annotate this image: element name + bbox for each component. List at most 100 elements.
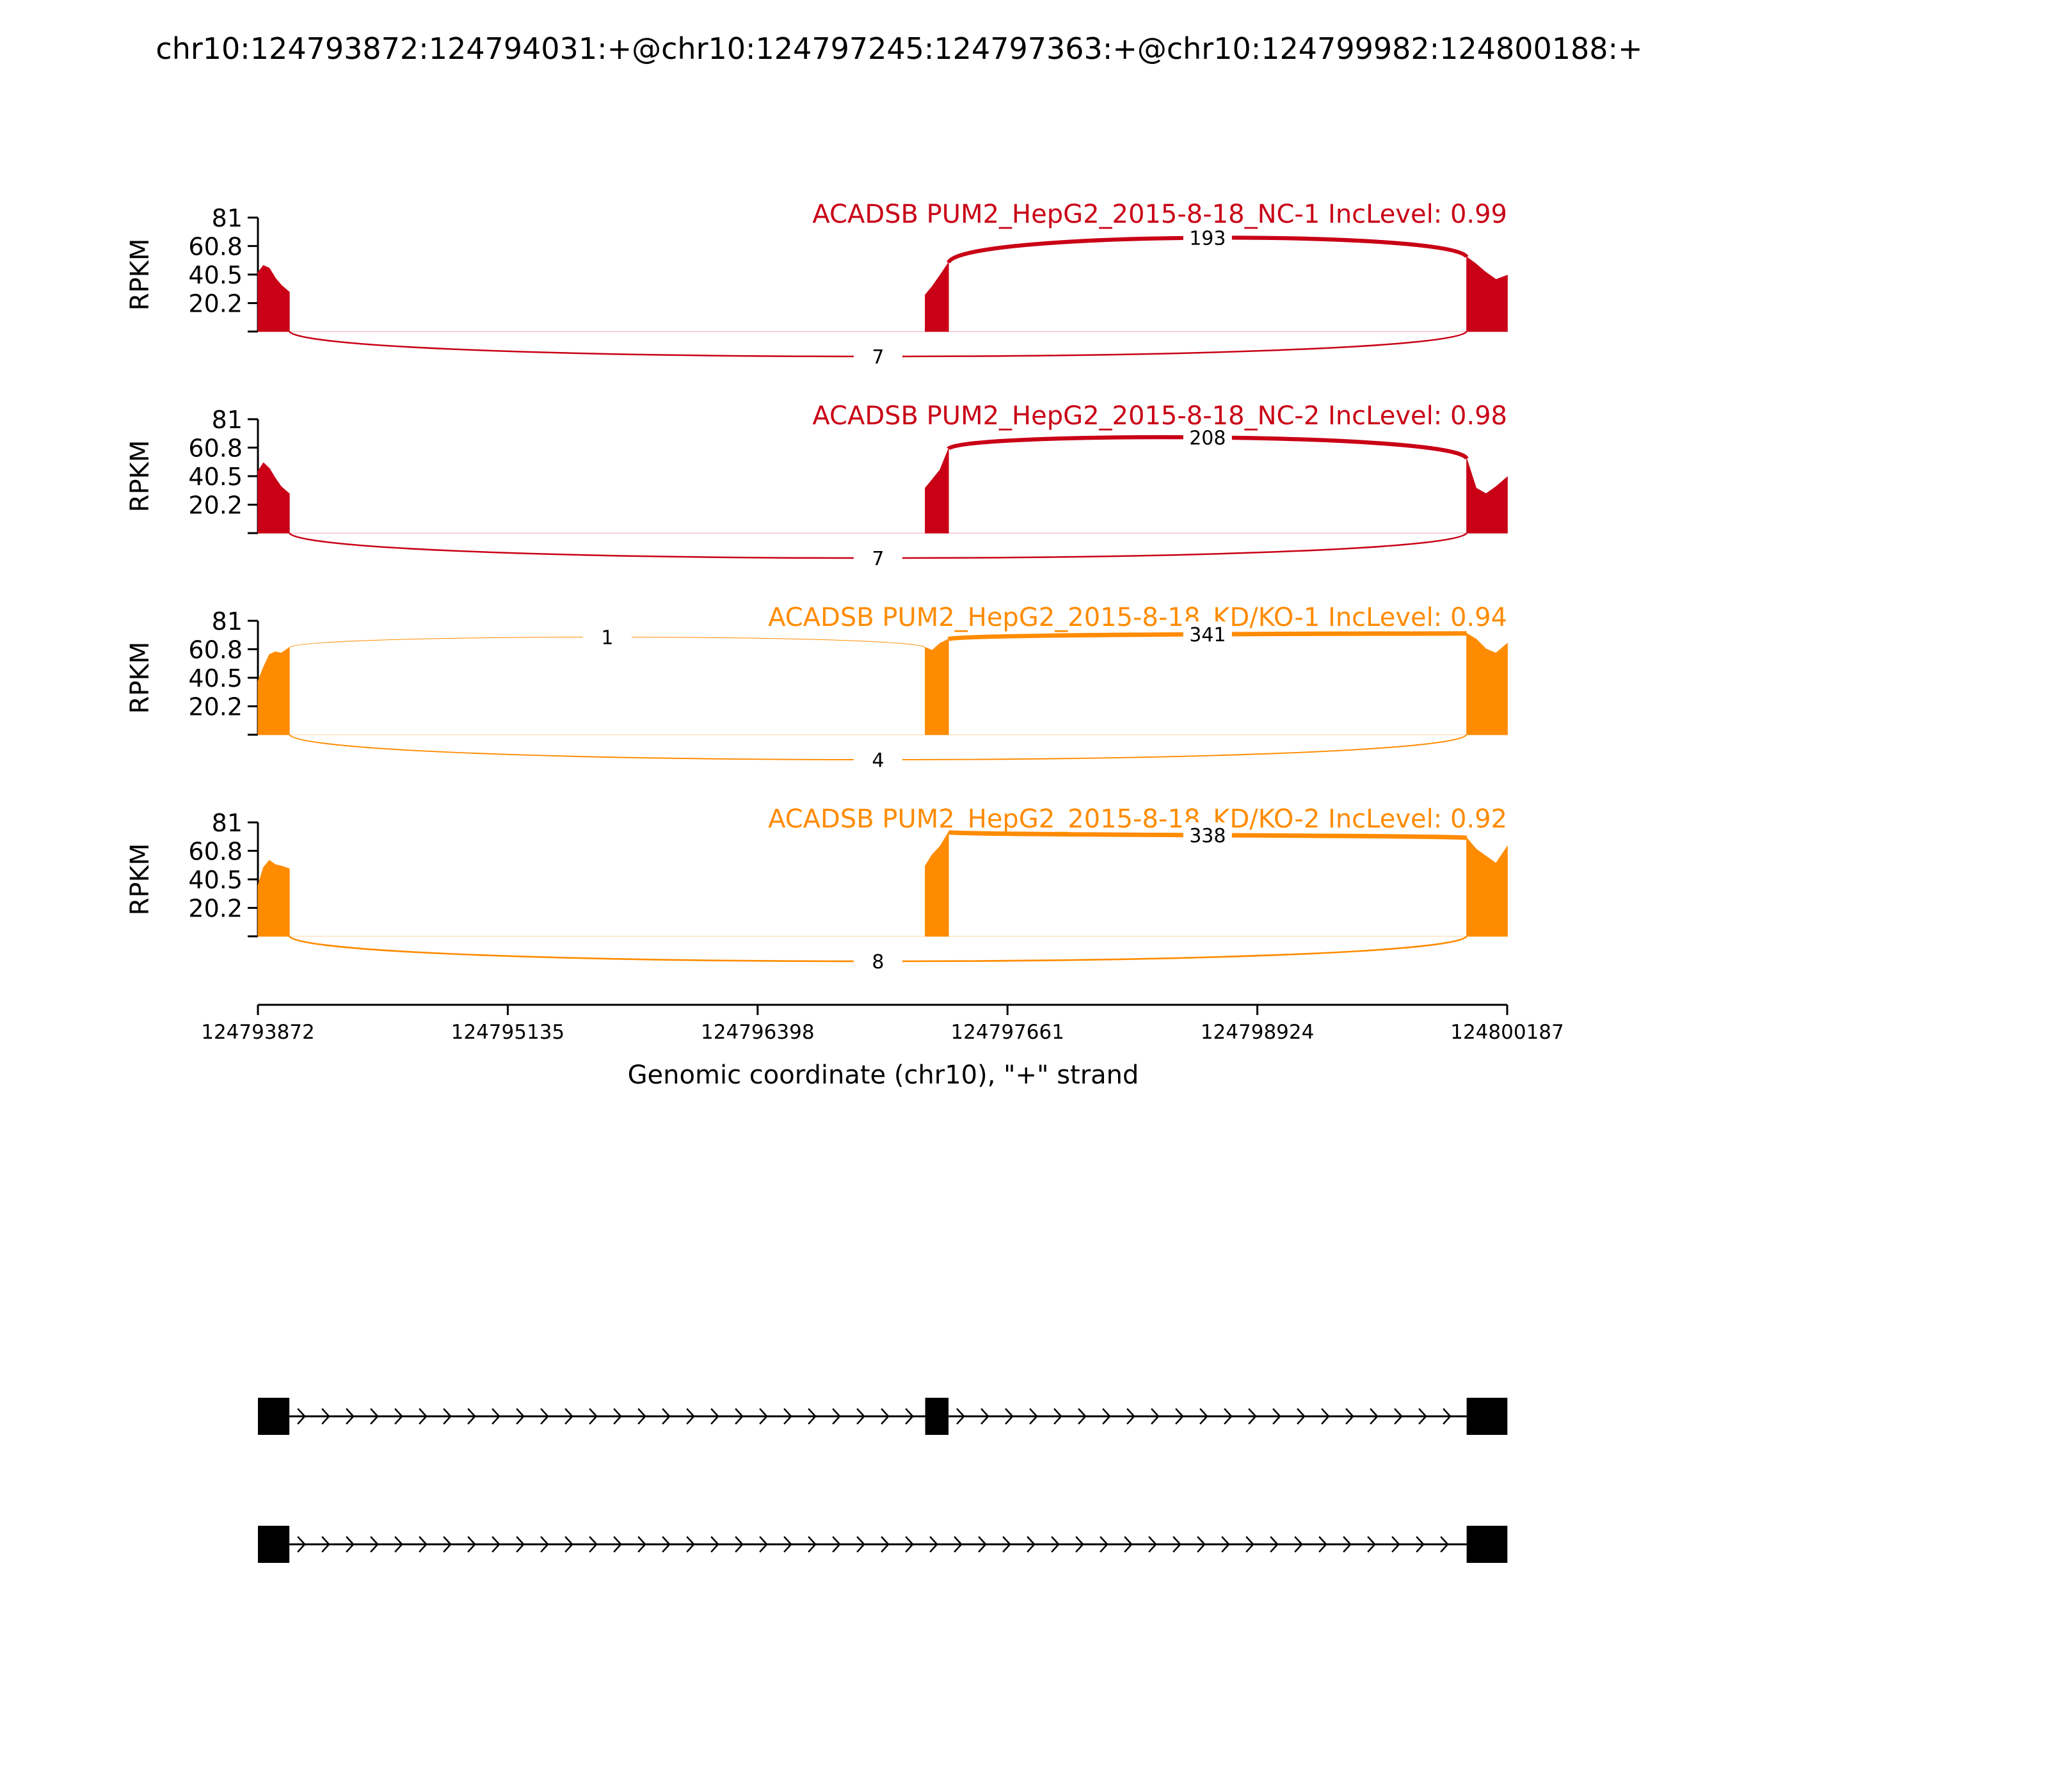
- panel-3: 20.240.560.881 RPKM ACADSB PUM2_HepG2_2015…: [125, 603, 1508, 772]
- chart-title: chr10:124793872:124794031:+@chr10:124797…: [156, 31, 1642, 66]
- x-tick-label: 124793872: [201, 1021, 315, 1044]
- junction-count: 208: [1189, 427, 1226, 449]
- strand-arrow-icon: [419, 1408, 428, 1425]
- strand-arrow-icon: [297, 1408, 306, 1425]
- strand-arrow-icon: [1343, 1536, 1352, 1553]
- strand-arrow-icon: [637, 1408, 646, 1425]
- strand-arrow-icon: [346, 1536, 355, 1553]
- strand-arrow-icon: [589, 1536, 598, 1553]
- y-tick-label: 81: [212, 809, 243, 837]
- junction-label-bg: [582, 624, 632, 649]
- strand-arrow-icon: [686, 1536, 695, 1553]
- strand-arrow-icon: [1197, 1536, 1206, 1553]
- strand-arrow-icon: [492, 1408, 500, 1425]
- junction-count: 7: [872, 548, 884, 570]
- panel-1: 20.240.560.881 RPKM ACADSB PUM2_HepG2_2015…: [125, 200, 1508, 369]
- exon-block: [258, 1526, 290, 1563]
- strand-arrow-icon: [467, 1536, 476, 1553]
- strand-arrow-icon: [394, 1408, 403, 1425]
- junction-count: 193: [1189, 227, 1226, 250]
- strand-arrow-icon: [1440, 1536, 1449, 1553]
- strand-arrow-icon: [881, 1408, 890, 1425]
- strand-arrow-icon: [759, 1408, 768, 1425]
- strand-arrow-icon: [443, 1408, 452, 1425]
- x-axis: 124793872 124795135 124796398 124797661 1247…: [201, 1004, 1564, 1044]
- series-label: ACADSB PUM2_HepG2_2015-8-18_KD/KO-1 IncL…: [768, 603, 1507, 632]
- strand-arrow-icon: [321, 1536, 330, 1553]
- strand-arrow-icon: [832, 1408, 841, 1425]
- junction-label-bg: [853, 948, 902, 973]
- strand-arrow-icon: [832, 1536, 841, 1553]
- coverage-area: [257, 860, 290, 937]
- junction-count: 4: [872, 749, 884, 772]
- strand-arrow-icon: [516, 1408, 525, 1425]
- strand-arrow-icon: [1321, 1408, 1330, 1425]
- strand-arrow-icon: [1005, 1408, 1014, 1425]
- strand-arrow-icon: [735, 1536, 744, 1553]
- y-axis-label: RPKM: [125, 239, 155, 311]
- strand-arrow-icon: [856, 1408, 865, 1425]
- strand-arrow-icon: [1416, 1536, 1425, 1553]
- strand-arrow-icon: [540, 1536, 549, 1553]
- strand-arrow-icon: [710, 1536, 719, 1553]
- strand-arrow-icon: [1297, 1408, 1306, 1425]
- panel-2: 20.240.560.881 RPKM ACADSB PUM2_HepG2_2015…: [125, 401, 1508, 570]
- junction-label-bg: [1183, 621, 1232, 646]
- strand-arrow-icon: [1053, 1408, 1062, 1425]
- y-tick-label: 60.8: [188, 434, 243, 462]
- strand-arrow-icon: [321, 1408, 330, 1425]
- strand-arrow-icon: [662, 1408, 671, 1425]
- strand-arrow-icon: [1002, 1536, 1011, 1553]
- y-axis-label: RPKM: [125, 844, 155, 916]
- y-tick-label: 40.5: [188, 664, 243, 692]
- exon-block: [1466, 1526, 1508, 1563]
- junction-label-bg: [853, 545, 902, 570]
- coverage-area: [1466, 458, 1508, 534]
- y-tick-label: 40.5: [188, 261, 243, 289]
- strand-arrow-icon: [1051, 1536, 1060, 1553]
- junction-count: 338: [1189, 825, 1226, 847]
- strand-arrow-icon: [1027, 1536, 1036, 1553]
- y-tick-label: 81: [212, 607, 243, 636]
- strand-arrow-icon: [905, 1408, 914, 1425]
- y-tick-label: 60.8: [188, 232, 243, 260]
- coverage-area: [257, 462, 290, 534]
- junction-label-bg: [1183, 225, 1232, 250]
- exon-block: [925, 1398, 949, 1435]
- strand-arrow-icon: [1370, 1408, 1379, 1425]
- y-tick-label: 40.5: [188, 463, 243, 491]
- strand-arrow-icon: [443, 1536, 452, 1553]
- strand-arrow-icon: [1175, 1408, 1184, 1425]
- strand-arrow-icon: [856, 1536, 865, 1553]
- series-label: ACADSB PUM2_HepG2_2015-8-18_NC-2 IncLeve…: [812, 401, 1507, 431]
- series-label: ACADSB PUM2_HepG2_2015-8-18_KD/KO-2 IncL…: [768, 804, 1507, 834]
- coverage-area: [257, 646, 290, 735]
- strand-arrow-icon: [783, 1408, 792, 1425]
- strand-arrow-icon: [1102, 1408, 1111, 1425]
- junction-label-bg: [853, 344, 902, 368]
- strand-arrow-icon: [956, 1408, 965, 1425]
- strand-arrow-icon: [613, 1536, 622, 1553]
- coverage-area: [925, 261, 949, 332]
- y-tick-label: 20.2: [188, 895, 243, 923]
- strand-arrow-icon: [1248, 1408, 1257, 1425]
- x-axis-label: Genomic coordinate (chr10), "+" strand: [628, 1060, 1139, 1090]
- strand-arrow-icon: [492, 1536, 500, 1553]
- strand-arrow-icon: [1318, 1536, 1327, 1553]
- coverage-area: [1466, 256, 1508, 332]
- strand-arrow-icon: [1029, 1408, 1038, 1425]
- strand-arrow-icon: [1270, 1536, 1279, 1553]
- strand-arrow-icon: [808, 1408, 817, 1425]
- strand-arrow-icon: [637, 1536, 646, 1553]
- strand-arrow-icon: [1075, 1536, 1084, 1553]
- exon-block: [1466, 1398, 1508, 1435]
- strand-arrow-icon: [1221, 1536, 1230, 1553]
- coverage-area: [1466, 836, 1508, 937]
- y-tick-label: 20.2: [188, 693, 243, 721]
- strand-arrow-icon: [297, 1536, 306, 1553]
- strand-arrow-icon: [905, 1536, 914, 1553]
- strand-arrow-icon: [516, 1536, 525, 1553]
- strand-arrow-icon: [1394, 1408, 1403, 1425]
